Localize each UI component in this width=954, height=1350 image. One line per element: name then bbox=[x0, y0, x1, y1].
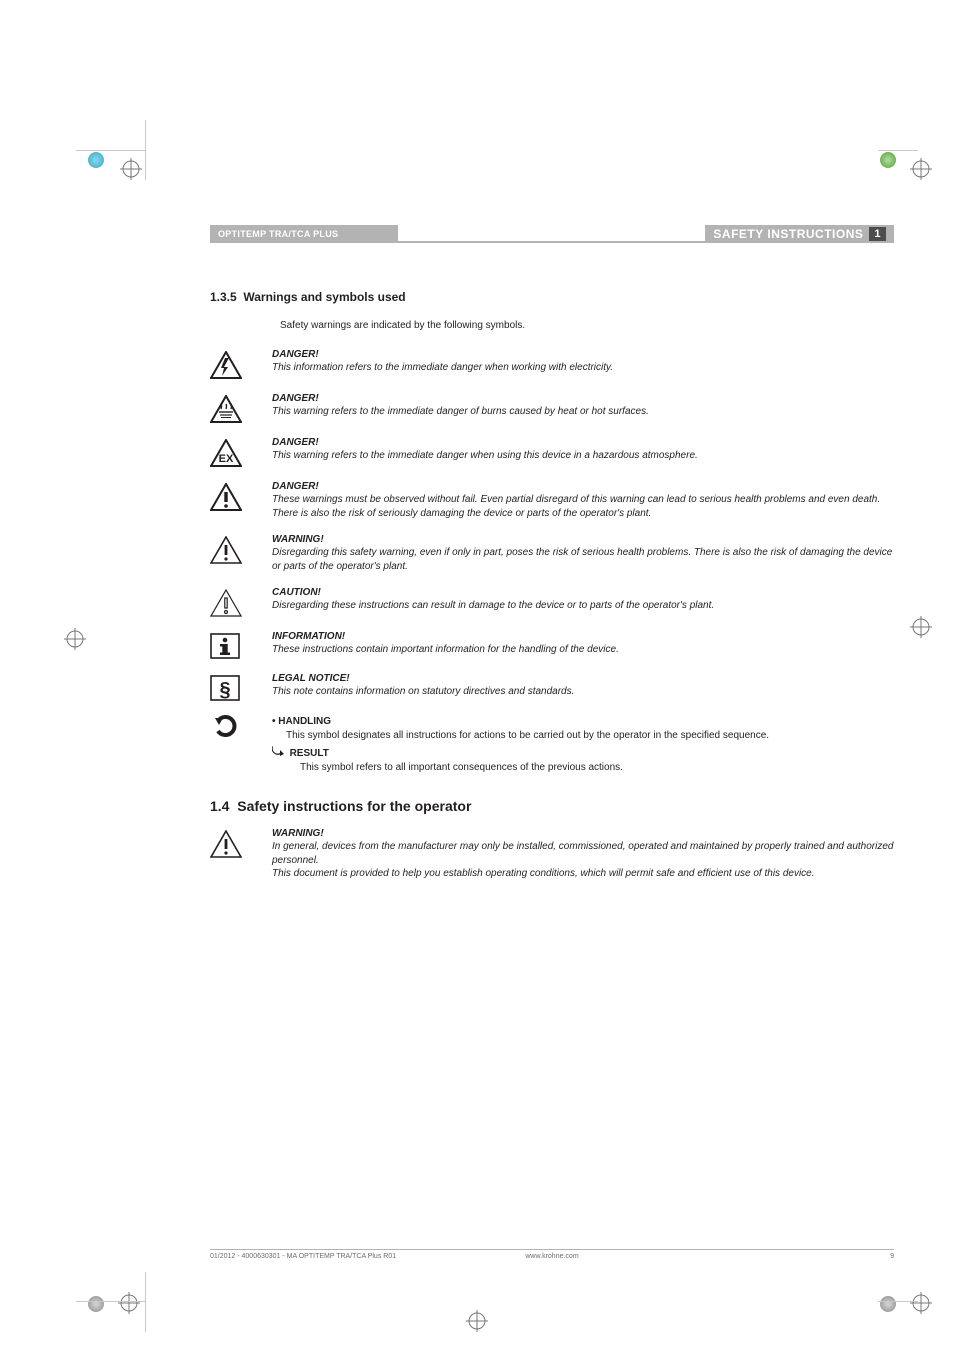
warning-heading: WARNING! bbox=[272, 534, 894, 545]
danger-heat-icon bbox=[210, 393, 272, 423]
crop-line bbox=[76, 1301, 146, 1302]
section-title: SAFETY INSTRUCTIONS bbox=[713, 227, 863, 241]
product-name: OPTITEMP TRA/TCA PLUS bbox=[210, 225, 398, 243]
crop-line bbox=[878, 150, 918, 151]
section-title-bar: SAFETY INSTRUCTIONS 1 bbox=[705, 225, 894, 243]
svg-text:EX: EX bbox=[219, 453, 234, 465]
registration-mark-icon bbox=[910, 1292, 932, 1314]
legal-notice-icon: § bbox=[210, 673, 272, 701]
warning-item: § LEGAL NOTICE! This note contains infor… bbox=[210, 673, 894, 701]
warning-heading: LEGAL NOTICE! bbox=[272, 673, 894, 684]
caution-icon bbox=[210, 587, 272, 617]
warning-text: This warning refers to the immediate dan… bbox=[272, 449, 894, 463]
warning-heading: INFORMATION! bbox=[272, 631, 894, 642]
header-bar-gap bbox=[398, 241, 705, 243]
warning-heading: CAUTION! bbox=[272, 587, 894, 598]
warning-item: DANGER! This information refers to the i… bbox=[210, 349, 894, 379]
intro-text: Safety warnings are indicated by the fol… bbox=[280, 320, 894, 331]
result-text: This symbol refers to all important cons… bbox=[300, 761, 894, 775]
warning-item: DANGER! This warning refers to the immed… bbox=[210, 393, 894, 423]
svg-text:§: § bbox=[219, 679, 230, 701]
chapter-number: 1 bbox=[869, 227, 886, 241]
crop-line bbox=[145, 120, 146, 180]
danger-electricity-icon bbox=[210, 349, 272, 379]
warning-text: Disregarding these instructions can resu… bbox=[272, 599, 894, 613]
warning-item: INFORMATION! These instructions contain … bbox=[210, 631, 894, 659]
warning-item: EX DANGER! This warning refers to the im… bbox=[210, 437, 894, 467]
warning-heading: WARNING! bbox=[272, 828, 894, 839]
color-spot-grey bbox=[88, 1296, 104, 1312]
section-heading: 1.4 Safety instructions for the operator bbox=[210, 798, 894, 814]
warning-text: In general, devices from the manufacture… bbox=[272, 840, 894, 881]
warning-heading: DANGER! bbox=[272, 481, 894, 492]
registration-mark-icon bbox=[118, 1292, 140, 1314]
warning-text: Disregarding this safety warning, even i… bbox=[272, 546, 894, 573]
registration-mark-icon bbox=[120, 158, 142, 180]
registration-mark-icon bbox=[64, 628, 86, 650]
page-number: 9 bbox=[890, 1253, 894, 1260]
subsection-heading: 1.3.5 Warnings and symbols used bbox=[210, 290, 894, 304]
warning-item: CAUTION! Disregarding these instructions… bbox=[210, 587, 894, 617]
warning-text: This information refers to the immediate… bbox=[272, 361, 894, 375]
danger-general-icon bbox=[210, 481, 272, 511]
registration-mark-icon bbox=[910, 616, 932, 638]
color-spot-grey bbox=[880, 1296, 896, 1312]
color-spot-cyan bbox=[88, 152, 104, 168]
crop-line bbox=[878, 1301, 918, 1302]
footer-left: 01/2012 - 4000630301 - MA OPTITEMP TRA/T… bbox=[210, 1253, 396, 1260]
handling-icon bbox=[210, 715, 272, 737]
registration-mark-icon bbox=[466, 1310, 488, 1332]
footer-url: www.krohne.com bbox=[525, 1253, 578, 1260]
warning-text: These warnings must be observed without … bbox=[272, 493, 894, 520]
handling-text: This symbol designates all instructions … bbox=[286, 729, 894, 743]
handling-title: HANDLING bbox=[278, 716, 331, 727]
information-icon bbox=[210, 631, 272, 659]
warning-item: DANGER! These warnings must be observed … bbox=[210, 481, 894, 520]
header-bar: OPTITEMP TRA/TCA PLUS SAFETY INSTRUCTION… bbox=[210, 225, 894, 243]
result-title: RESULT bbox=[290, 748, 329, 759]
danger-ex-icon: EX bbox=[210, 437, 272, 467]
crop-line bbox=[145, 1272, 146, 1332]
result-arrow-icon bbox=[272, 744, 284, 756]
page-footer: 01/2012 - 4000630301 - MA OPTITEMP TRA/T… bbox=[210, 1249, 894, 1260]
warning-heading: DANGER! bbox=[272, 349, 894, 360]
warning-text: This warning refers to the immediate dan… bbox=[272, 405, 894, 419]
warning-item: WARNING! In general, devices from the ma… bbox=[210, 828, 894, 881]
handling-item: • HANDLING This symbol designates all in… bbox=[210, 715, 894, 774]
registration-mark-icon bbox=[910, 158, 932, 180]
warning-icon bbox=[210, 828, 272, 858]
warning-heading: DANGER! bbox=[272, 437, 894, 448]
crop-line bbox=[76, 150, 146, 151]
warning-item: WARNING! Disregarding this safety warnin… bbox=[210, 534, 894, 573]
warning-text: This note contains information on statut… bbox=[272, 685, 894, 699]
warning-icon bbox=[210, 534, 272, 564]
warning-heading: DANGER! bbox=[272, 393, 894, 404]
warning-text: These instructions contain important inf… bbox=[272, 643, 894, 657]
color-spot-green bbox=[880, 152, 896, 168]
